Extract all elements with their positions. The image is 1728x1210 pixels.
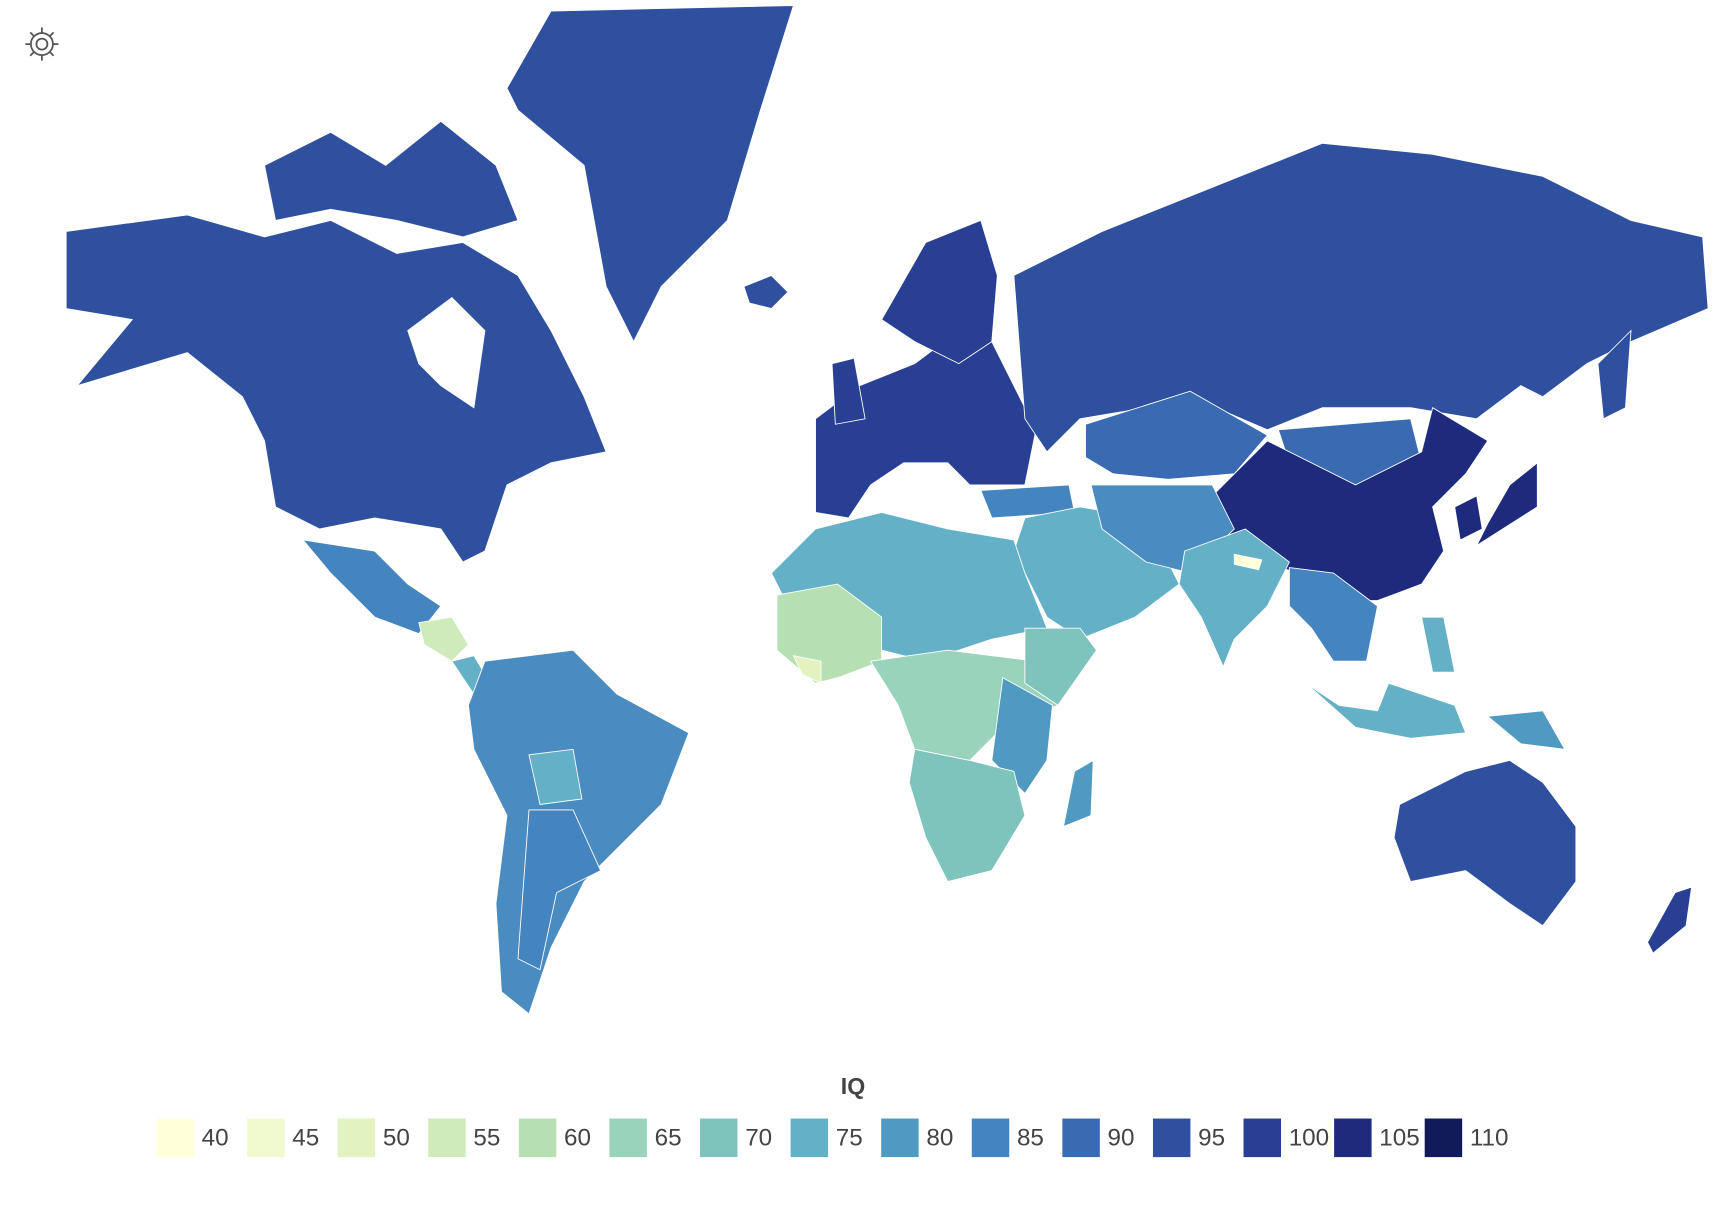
legend-swatch <box>609 1118 647 1158</box>
kamchatka <box>1597 329 1632 420</box>
legend-label: 65 <box>655 1124 682 1151</box>
legend-label: 75 <box>836 1124 863 1151</box>
india <box>1178 528 1290 668</box>
argentina <box>517 809 602 971</box>
legend-label: 100 <box>1289 1124 1329 1151</box>
mexico <box>301 539 442 635</box>
arctic-islands <box>264 120 519 238</box>
legend-label: 90 <box>1108 1124 1135 1151</box>
bolivia <box>528 748 583 805</box>
europe <box>815 330 1037 519</box>
legend-swatch <box>1243 1118 1281 1158</box>
central-america <box>418 616 469 662</box>
southeast-asia <box>1288 567 1379 662</box>
madagascar <box>1062 759 1094 828</box>
countries <box>65 5 1709 1015</box>
legend-label: 80 <box>926 1124 953 1151</box>
kazakhstan <box>1085 390 1269 480</box>
legend-swatch <box>428 1118 466 1158</box>
legend-label: 40 <box>202 1124 229 1151</box>
legend-swatch <box>156 1118 194 1158</box>
legend-swatch <box>1152 1118 1191 1158</box>
uk <box>831 357 866 425</box>
legend-label: 105 <box>1379 1124 1419 1151</box>
legend-swatch <box>971 1118 1010 1158</box>
legend-label: 50 <box>383 1124 410 1151</box>
east-africa <box>991 677 1053 795</box>
legend-swatch <box>700 1118 738 1158</box>
settings-icon[interactable] <box>25 27 59 61</box>
indonesia <box>1305 682 1467 739</box>
legend-swatch <box>518 1118 557 1158</box>
legend-label: 110 <box>1470 1124 1509 1151</box>
legend-label: 70 <box>745 1124 772 1151</box>
horn-of-africa <box>1024 627 1098 706</box>
legend-title: IQ <box>841 1073 865 1099</box>
hudson-bay <box>407 296 486 409</box>
legend-swatch <box>881 1118 919 1158</box>
nepal <box>1233 553 1263 571</box>
legend: IQ 40 45 50 55 60 65 70 75 80 85 90 95 100 105 110 <box>156 1073 1509 1158</box>
legend-swatch <box>337 1118 376 1158</box>
legend-swatch <box>790 1118 829 1158</box>
legend-label: 85 <box>1017 1124 1044 1151</box>
canada-usa <box>65 214 607 563</box>
new-guinea <box>1486 710 1566 750</box>
greenland <box>506 5 795 343</box>
legend-label: 60 <box>564 1124 591 1151</box>
australia <box>1393 759 1577 927</box>
legend-swatch <box>1062 1118 1100 1158</box>
legend-label: 45 <box>292 1124 319 1151</box>
legend-swatch <box>247 1118 285 1158</box>
russia <box>1013 142 1709 453</box>
iceland <box>743 274 789 310</box>
legend-swatch <box>1334 1118 1372 1158</box>
southern-africa <box>908 748 1026 883</box>
legend-swatch <box>1424 1118 1463 1158</box>
new-zealand <box>1647 886 1693 954</box>
philippines <box>1421 616 1456 673</box>
legend-label: 55 <box>473 1124 500 1151</box>
scandinavia <box>881 219 998 365</box>
liberia-sierra-leone <box>792 655 822 684</box>
korea-japan <box>1454 461 1538 547</box>
legend-label: 95 <box>1198 1124 1225 1151</box>
